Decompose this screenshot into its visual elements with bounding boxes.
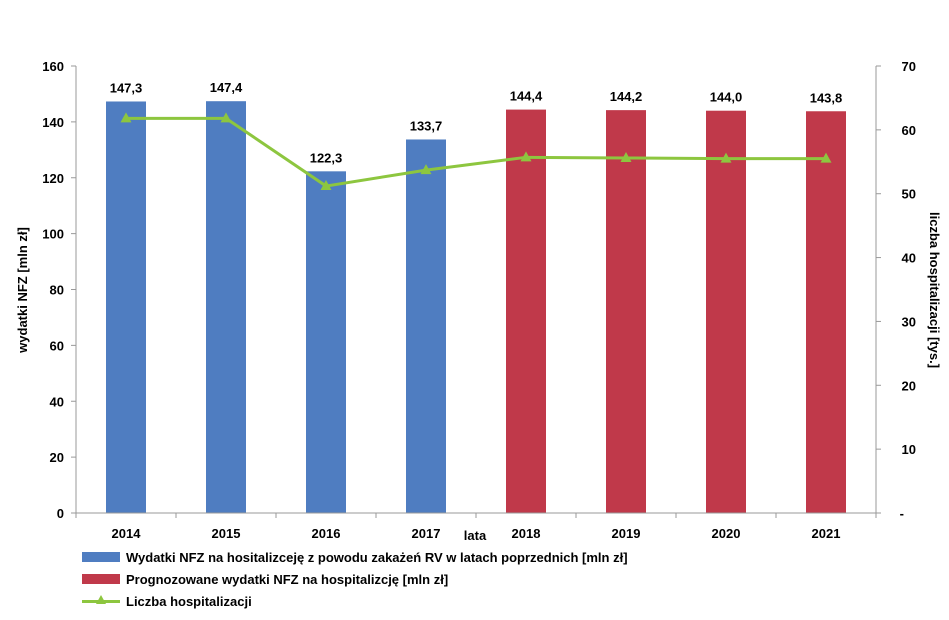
data-label-2014: 147,3 — [110, 80, 143, 95]
legend-swatch-historical — [82, 552, 120, 562]
hospitalizations-point-2015 — [220, 112, 232, 123]
hospitalizations-point-2019 — [620, 151, 632, 162]
x-tick-label-2018: 2018 — [512, 526, 541, 541]
x-tick-label-2017: 2017 — [412, 526, 441, 541]
y-tick-label-140: 140 — [42, 115, 64, 130]
data-label-2019: 144,2 — [610, 89, 643, 104]
y-tick-label-60: 60 — [50, 338, 64, 353]
data-label-2015: 147,4 — [210, 80, 243, 95]
hospitalizations-point-2018 — [520, 151, 532, 162]
bar-2015 — [206, 101, 246, 514]
x-tick-label-2014: 2014 — [112, 526, 142, 541]
legend-swatch-forecast — [82, 574, 120, 584]
hospitalizations-point-2017 — [420, 164, 432, 175]
x-tick-label-2020: 2020 — [712, 526, 741, 541]
y2-tick-label-1: 10 — [902, 442, 916, 457]
hospitalizations-point-2014 — [120, 112, 132, 123]
legend-label-hospitalizations: Liczba hospitalizacji — [126, 593, 252, 609]
data-label-2017: 133,7 — [410, 118, 443, 133]
legend-item-hospitalizations: Liczba hospitalizacji — [82, 590, 628, 612]
data-label-2020: 144,0 — [710, 90, 743, 105]
y-axis-title: wydatki NFZ [mln zł] — [15, 227, 30, 354]
y-tick-label-120: 120 — [42, 171, 64, 186]
legend-item-historical: Wydatki NFZ na hositalizceję z powodu za… — [82, 546, 628, 568]
hospitalizations-point-2021 — [820, 152, 832, 163]
y2-axis-title: liczba hospitalizacji [tys.] — [927, 212, 942, 368]
y2-tick-label-4: 40 — [902, 251, 916, 266]
legend: Wydatki NFZ na hositalizceję z powodu za… — [82, 546, 628, 612]
bars-layer — [106, 101, 846, 514]
y-tick-label-160: 160 — [42, 59, 64, 74]
bar-2018 — [506, 109, 546, 514]
axes-layer: 0 20 40 60 80 100 120 140 160 - 10 20 30 40 50 60 70 2014… — [42, 59, 916, 541]
hospitalizations-point-2020 — [720, 152, 732, 163]
bar-2017 — [406, 139, 446, 513]
y2-tick-label-7: 70 — [902, 59, 916, 74]
y2-tick-label-3: 30 — [902, 314, 916, 329]
legend-label-forecast: Prognozowane wydatki NFZ na hospitalizcj… — [126, 571, 449, 587]
y2-tick-label-5: 50 — [902, 187, 916, 202]
y-tick-label-100: 100 — [42, 227, 64, 242]
line-layer — [120, 112, 832, 191]
y2-tick-label-2: 20 — [902, 378, 916, 393]
y2-tick-label-6: 60 — [902, 123, 916, 138]
bar-2021 — [806, 111, 846, 513]
x-tick-label-2021: 2021 — [812, 526, 841, 541]
legend-item-forecast: Prognozowane wydatki NFZ na hospitalizcj… — [82, 568, 628, 590]
x-tick-label-2016: 2016 — [312, 526, 341, 541]
hospitalizations-point-2016 — [320, 180, 332, 191]
y2-tick-label-0: - — [900, 506, 904, 521]
x-axis-title: lata — [464, 528, 487, 543]
x-tick-label-2019: 2019 — [612, 526, 641, 541]
y-tick-label-40: 40 — [50, 394, 64, 409]
legend-label-historical: Wydatki NFZ na hositalizceję z powodu za… — [126, 549, 628, 565]
y-tick-label-0: 0 — [57, 506, 64, 521]
y-tick-label-20: 20 — [50, 450, 64, 465]
bar-2019 — [606, 110, 646, 514]
hospitalizations-line — [126, 116, 826, 188]
labels-layer: 147,3 147,4 122,3 133,7 144,4 144,2 144,0 143,8 — [110, 80, 843, 165]
bar-2016 — [306, 171, 346, 513]
data-label-2018: 144,4 — [510, 89, 543, 104]
bar-2014 — [106, 101, 146, 513]
bar-2020 — [706, 110, 746, 513]
y-tick-label-80: 80 — [50, 283, 64, 298]
data-label-2021: 143,8 — [810, 90, 843, 105]
x-tick-label-2015: 2015 — [212, 526, 241, 541]
legend-swatch-hospitalizations — [82, 595, 120, 606]
data-label-2016: 122,3 — [310, 150, 343, 165]
